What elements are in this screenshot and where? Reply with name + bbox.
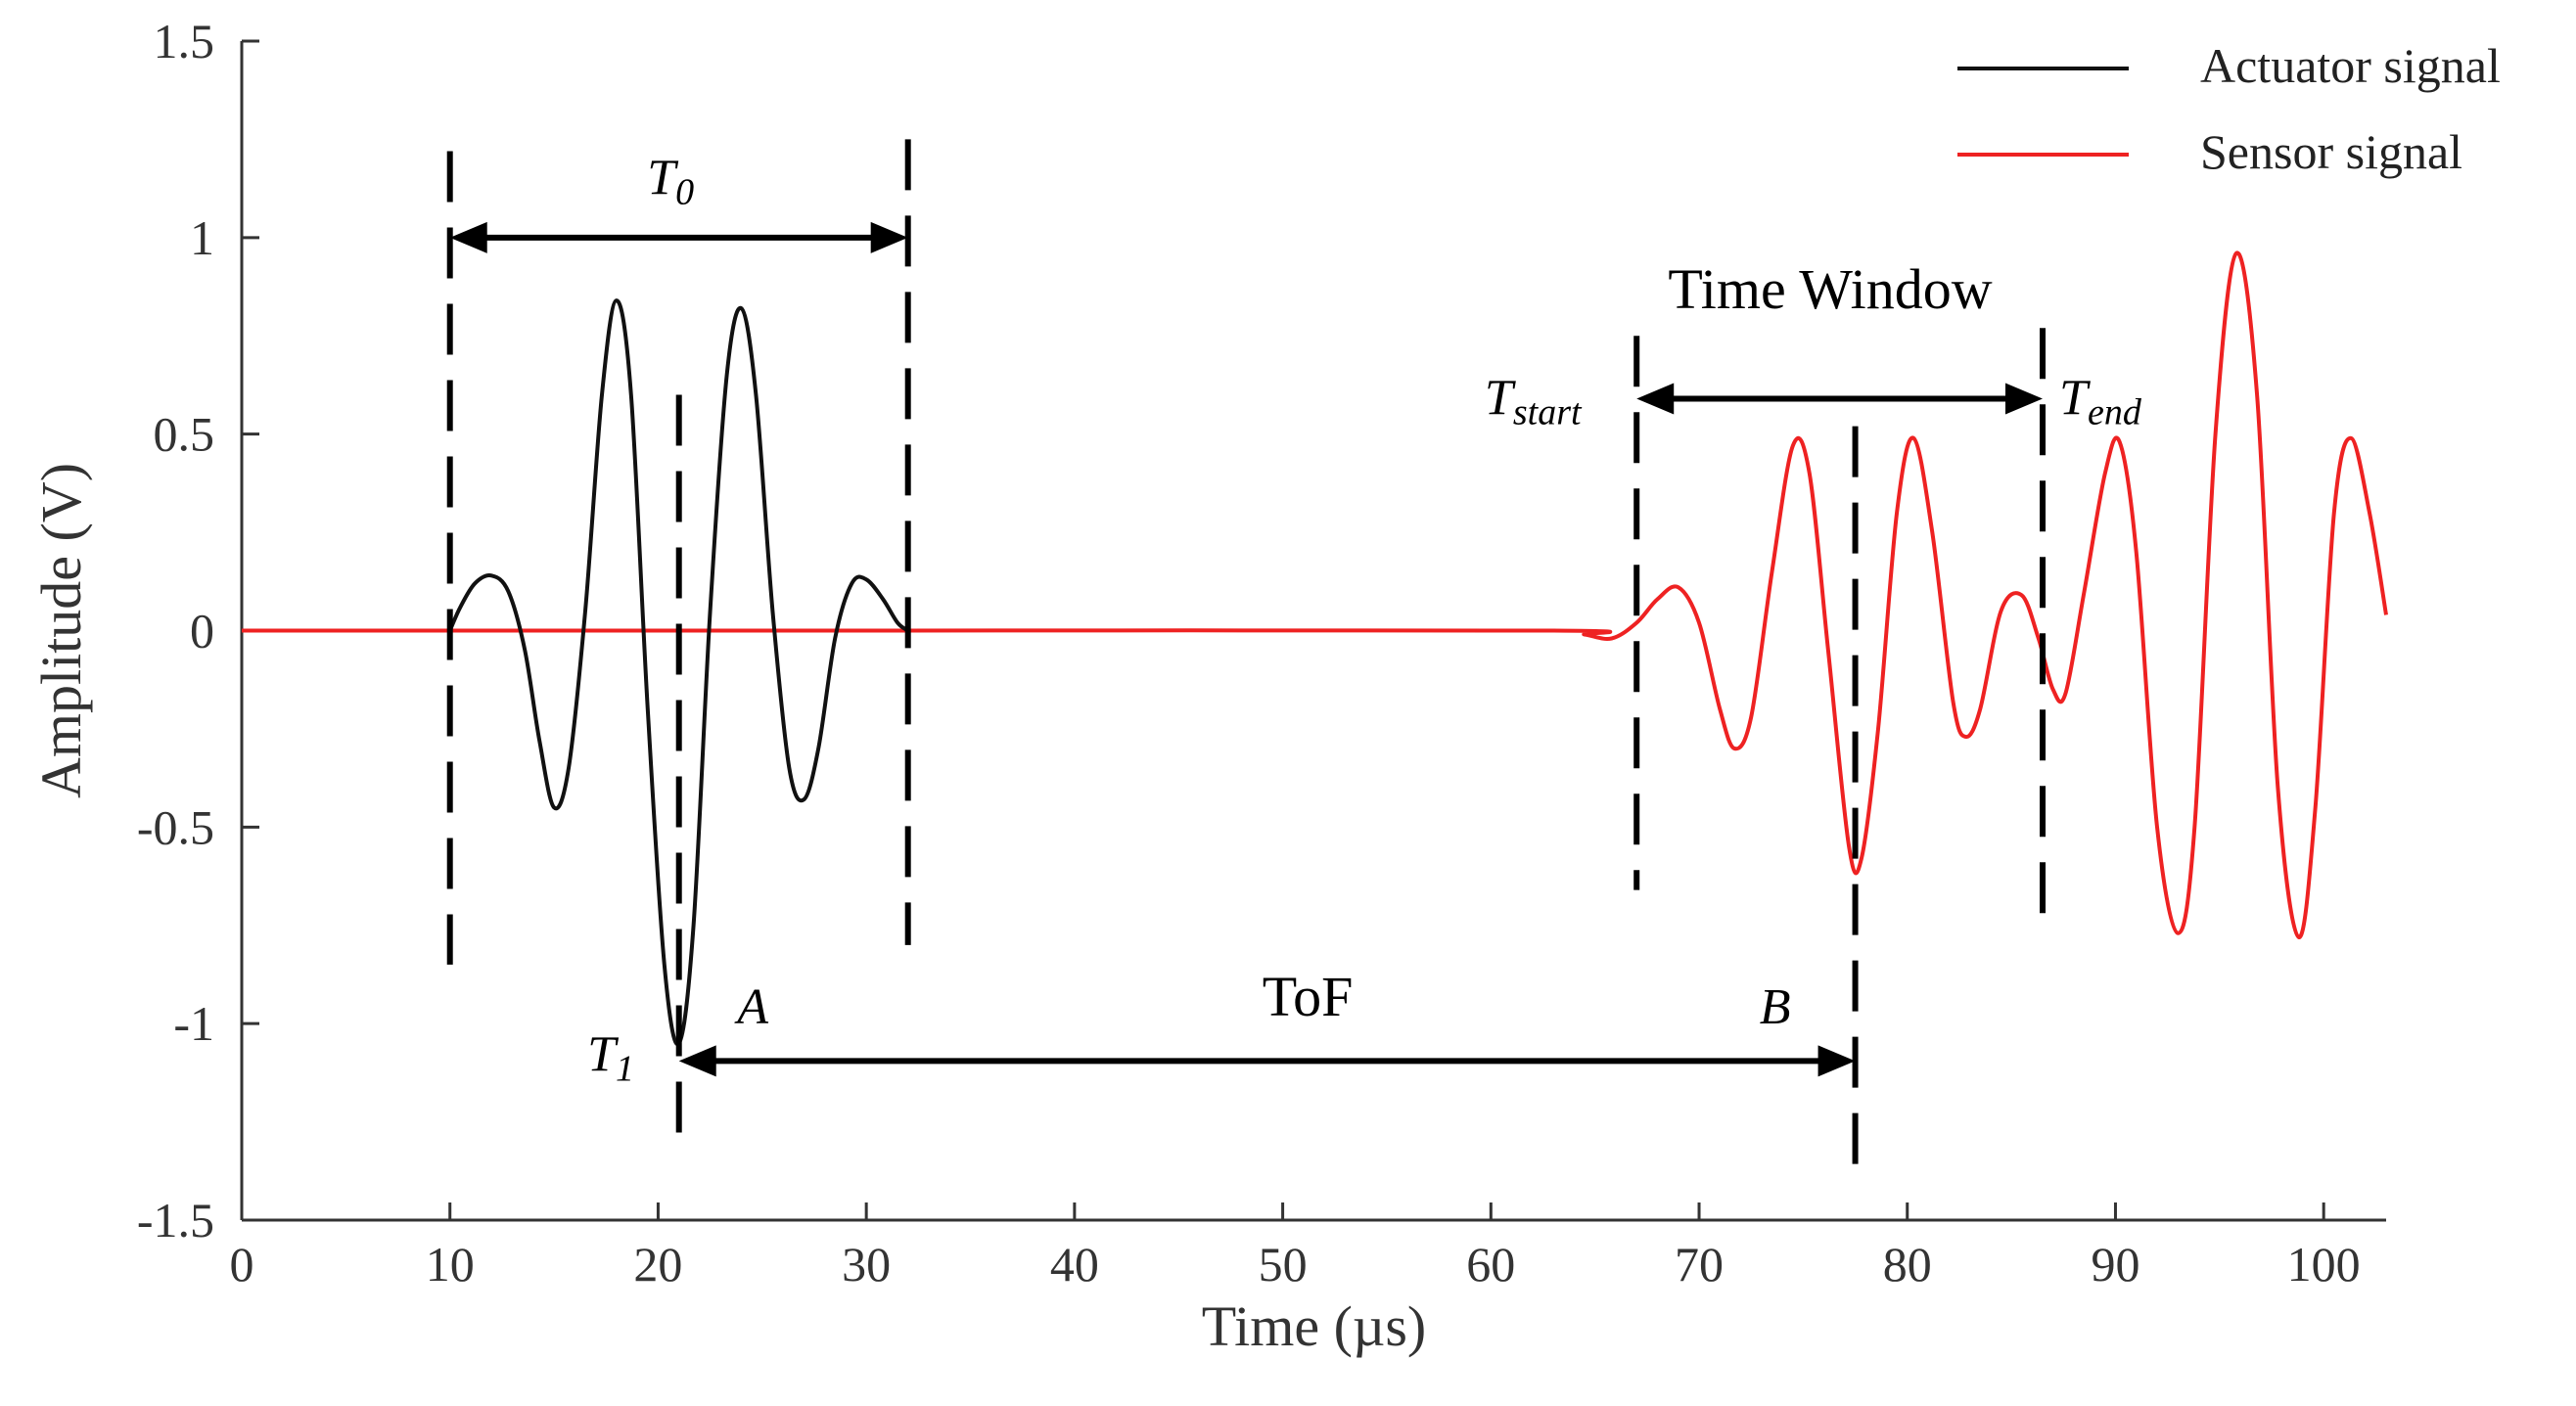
x-tick-label: 100 bbox=[2287, 1237, 2361, 1292]
y-tick-label: 0.5 bbox=[154, 407, 215, 462]
point-b-label: B bbox=[1760, 979, 1791, 1035]
x-axis-ticks: 0 10 20 30 40 50 60 70 80 90 100 bbox=[230, 1202, 2361, 1292]
x-tick-label: 60 bbox=[1466, 1237, 1515, 1292]
t1-label: T1 bbox=[587, 1026, 634, 1089]
t-start-label: Tstart bbox=[1485, 371, 1583, 433]
y-axis-ticks: 1.5 1 0.5 0 -0.5 -1 -1.5 bbox=[137, 14, 259, 1247]
annotations: T0 Time Window Tstart Tend ToF T1 A B bbox=[449, 151, 2142, 1089]
tof-label: ToF bbox=[1263, 965, 1354, 1028]
legend-label: Actuator signal bbox=[2200, 38, 2501, 93]
x-tick-label: 90 bbox=[2091, 1237, 2139, 1292]
time-window-arrow bbox=[1636, 383, 2044, 415]
point-a-label: A bbox=[734, 979, 768, 1035]
y-tick-label: 0 bbox=[190, 604, 214, 658]
x-tick-label: 50 bbox=[1259, 1237, 1308, 1292]
x-tick-label: 30 bbox=[842, 1237, 891, 1292]
x-tick-label: 10 bbox=[426, 1237, 475, 1292]
arrow-head-right bbox=[870, 221, 908, 253]
x-axis-label: Time (µs) bbox=[1202, 1294, 1426, 1358]
t-end-label: Tend bbox=[2059, 371, 2142, 433]
sensor-signal-line bbox=[242, 250, 2388, 939]
time-window-label: Time Window bbox=[1668, 257, 1992, 321]
arrow-head-right bbox=[1817, 1045, 1856, 1077]
dashed-markers bbox=[446, 139, 2047, 1181]
x-tick-label: 0 bbox=[230, 1237, 254, 1292]
y-tick-label: 1 bbox=[190, 210, 214, 265]
y-tick-label: 1.5 bbox=[154, 14, 215, 68]
y-axis-label: Amplitude (V) bbox=[29, 463, 93, 798]
legend: Actuator signal Sensor signal bbox=[1957, 38, 2501, 179]
arrow-head-right bbox=[2005, 383, 2044, 415]
x-tick-label: 70 bbox=[1675, 1237, 1724, 1292]
y-tick-label: -1.5 bbox=[137, 1193, 214, 1247]
arrow-head-left bbox=[678, 1045, 716, 1077]
y-tick-label: -1 bbox=[173, 996, 214, 1051]
arrow-head-left bbox=[449, 221, 487, 253]
legend-label: Sensor signal bbox=[2200, 124, 2462, 179]
x-tick-label: 80 bbox=[1883, 1237, 1932, 1292]
arrow-head-left bbox=[1636, 383, 1675, 415]
t0-label: T0 bbox=[647, 151, 694, 213]
x-tick-label: 20 bbox=[633, 1237, 682, 1292]
y-tick-label: -0.5 bbox=[137, 799, 214, 854]
x-tick-label: 40 bbox=[1050, 1237, 1099, 1292]
t0-arrow bbox=[449, 221, 908, 253]
tof-arrow bbox=[678, 1045, 1856, 1077]
